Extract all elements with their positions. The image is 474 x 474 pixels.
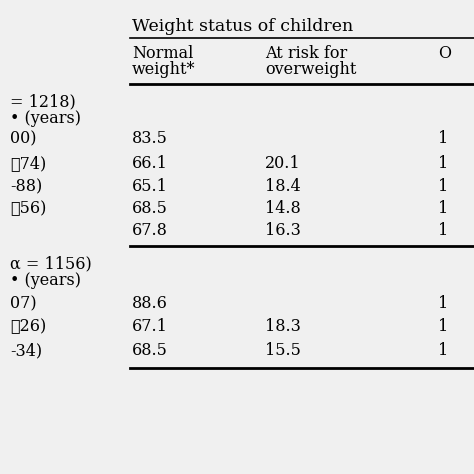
Text: Normal: Normal <box>132 45 193 62</box>
Text: 65.1: 65.1 <box>132 178 168 195</box>
Text: O: O <box>438 45 451 62</box>
Text: 07): 07) <box>10 295 36 312</box>
Text: weight*: weight* <box>132 61 195 78</box>
Text: 1: 1 <box>438 222 448 239</box>
Text: ❊26): ❊26) <box>10 318 46 335</box>
Text: 18.4: 18.4 <box>265 178 301 195</box>
Text: 16.3: 16.3 <box>265 222 301 239</box>
Text: 20.1: 20.1 <box>265 155 301 172</box>
Text: α = 1156): α = 1156) <box>10 255 92 272</box>
Text: 1: 1 <box>438 342 448 359</box>
Text: 1: 1 <box>438 200 448 217</box>
Text: 00): 00) <box>10 130 36 147</box>
Text: • (years): • (years) <box>10 110 81 127</box>
Text: ❊56): ❊56) <box>10 200 46 217</box>
Text: 83.5: 83.5 <box>132 130 168 147</box>
Text: 67.1: 67.1 <box>132 318 168 335</box>
Text: 88.6: 88.6 <box>132 295 168 312</box>
Text: 68.5: 68.5 <box>132 342 168 359</box>
Text: Weight status of children: Weight status of children <box>132 18 353 35</box>
Text: At risk for: At risk for <box>265 45 347 62</box>
Text: 67.8: 67.8 <box>132 222 168 239</box>
Text: ❊74): ❊74) <box>10 155 46 172</box>
Text: 68.5: 68.5 <box>132 200 168 217</box>
Text: overweight: overweight <box>265 61 356 78</box>
Text: 1: 1 <box>438 178 448 195</box>
Text: • (years): • (years) <box>10 272 81 289</box>
Text: 1: 1 <box>438 130 448 147</box>
Text: 14.8: 14.8 <box>265 200 301 217</box>
Text: -34): -34) <box>10 342 42 359</box>
Text: = 1218): = 1218) <box>10 93 76 110</box>
Text: 66.1: 66.1 <box>132 155 168 172</box>
Text: 15.5: 15.5 <box>265 342 301 359</box>
Text: 1: 1 <box>438 295 448 312</box>
Text: 1: 1 <box>438 155 448 172</box>
Text: -88): -88) <box>10 178 42 195</box>
Text: 1: 1 <box>438 318 448 335</box>
Text: 18.3: 18.3 <box>265 318 301 335</box>
